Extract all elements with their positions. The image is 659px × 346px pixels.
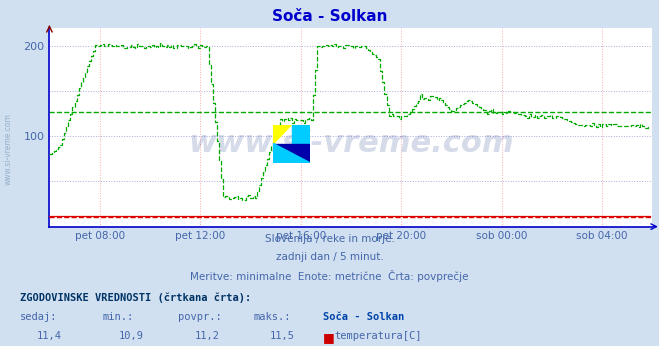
Text: zadnji dan / 5 minut.: zadnji dan / 5 minut. <box>275 252 384 262</box>
Text: 11,2: 11,2 <box>194 331 219 342</box>
Text: maks.:: maks.: <box>254 312 291 322</box>
Text: 11,4: 11,4 <box>36 331 61 342</box>
Text: 11,5: 11,5 <box>270 331 295 342</box>
Text: Soča - Solkan: Soča - Solkan <box>323 312 404 322</box>
Text: 10,9: 10,9 <box>119 331 144 342</box>
Text: min.:: min.: <box>102 312 133 322</box>
Text: Slovenija / reke in morje.: Slovenija / reke in morje. <box>264 234 395 244</box>
Text: sedaj:: sedaj: <box>20 312 57 322</box>
Polygon shape <box>291 125 310 144</box>
Text: ■: ■ <box>323 331 335 345</box>
Text: Soča - Solkan: Soča - Solkan <box>272 9 387 24</box>
Text: www.si-vreme.com: www.si-vreme.com <box>188 129 514 157</box>
Polygon shape <box>273 144 310 163</box>
Text: www.si-vreme.com: www.si-vreme.com <box>4 113 13 185</box>
Polygon shape <box>273 144 310 163</box>
Text: ZGODOVINSKE VREDNOSTI (črtkana črta):: ZGODOVINSKE VREDNOSTI (črtkana črta): <box>20 292 251 303</box>
Text: povpr.:: povpr.: <box>178 312 221 322</box>
Polygon shape <box>273 125 291 144</box>
Text: Meritve: minimalne  Enote: metrične  Črta: povprečje: Meritve: minimalne Enote: metrične Črta:… <box>190 270 469 282</box>
Text: temperatura[C]: temperatura[C] <box>334 331 422 342</box>
